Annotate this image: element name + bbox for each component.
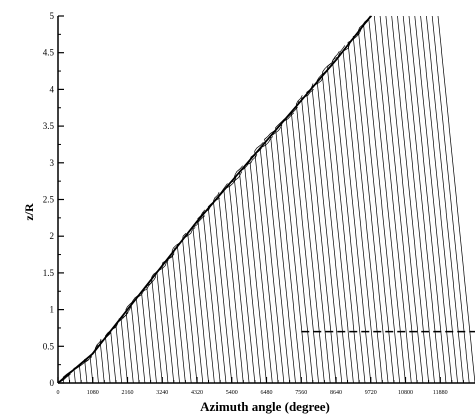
vortex-line-17 xyxy=(147,274,157,383)
y-tick-label-4: 2 xyxy=(50,231,55,241)
y-tick-label-7: 3.5 xyxy=(43,121,55,131)
vortex-line-33 xyxy=(229,172,249,383)
vortex-line-37 xyxy=(250,148,272,383)
vortex-line-21 xyxy=(167,248,179,383)
x-tick-label-11: 11880 xyxy=(433,390,448,396)
vortex-line-67 xyxy=(409,16,446,383)
vortex-line-71 xyxy=(432,16,469,383)
vortex-line-45 xyxy=(291,101,318,383)
vortex-line-66 xyxy=(403,16,440,383)
vortex-line-43 xyxy=(281,113,307,383)
y-tick-label-3: 1.5 xyxy=(43,268,55,278)
y-tick-label-9: 4.5 xyxy=(43,48,55,58)
y-tick-label-10: 5 xyxy=(50,11,55,21)
x-tick-label-3: 3240 xyxy=(156,390,168,396)
y-axis-title: z/R xyxy=(22,203,36,221)
vortex-line-47 xyxy=(302,89,331,383)
vortex-line-59 xyxy=(364,16,400,383)
vortex-line-32 xyxy=(224,178,244,384)
vortex-line-35 xyxy=(239,160,260,383)
vortex-line-69 xyxy=(421,16,458,383)
x-tick-label-10: 10800 xyxy=(398,390,413,396)
vortex-line-44 xyxy=(286,107,313,383)
vortex-line-70 xyxy=(426,16,463,383)
x-tick-label-8: 8640 xyxy=(330,390,342,396)
vortex-line-63 xyxy=(386,16,423,383)
vortex-line-46 xyxy=(296,95,324,383)
x-tick-label-2: 2160 xyxy=(122,390,134,396)
vortex-line-48 xyxy=(307,84,336,384)
vortex-line-68 xyxy=(415,16,452,383)
x-tick-label-7: 7560 xyxy=(295,390,307,396)
x-tick-label-4: 4320 xyxy=(191,390,203,396)
vortex-line-42 xyxy=(276,119,302,383)
vortex-line-64 xyxy=(392,16,429,383)
x-axis-title: Azimuth angle (degree) xyxy=(200,399,330,414)
vortex-line-61 xyxy=(374,16,411,383)
y-tick-label-1: 0.5 xyxy=(43,341,55,351)
vortex-lines xyxy=(58,16,475,383)
vortex-line-65 xyxy=(398,16,435,383)
y-tick-label-6: 3 xyxy=(50,158,55,168)
axes: 0 0.5 1 1.5 2 2.5 3 3.5 4 4.5 5 0 1080 2160 3240 4320 54… xyxy=(43,11,475,396)
x-tick-label-1: 1080 xyxy=(87,390,99,396)
x-tick-label-9: 9720 xyxy=(365,390,377,396)
vortex-line-60 xyxy=(369,16,406,383)
y-tick-label-5: 2.5 xyxy=(43,195,55,205)
vortex-line-62 xyxy=(380,16,417,383)
vortex-line-36 xyxy=(245,154,267,383)
x-tick-label-6: 6480 xyxy=(261,390,273,396)
x-tick-label-5: 5400 xyxy=(226,390,238,396)
y-tick-label-0: 0 xyxy=(50,378,55,388)
vortex-line-34 xyxy=(234,166,255,383)
y-tick-label-8: 4 xyxy=(50,84,55,94)
vortex-line-20 xyxy=(162,254,174,383)
x-tick-label-0: 0 xyxy=(57,390,60,396)
y-tick-label-2: 1 xyxy=(50,305,55,315)
vortex-line-72 xyxy=(438,16,475,383)
vortex-line-19 xyxy=(157,260,169,383)
vortex-line-18 xyxy=(152,266,164,383)
